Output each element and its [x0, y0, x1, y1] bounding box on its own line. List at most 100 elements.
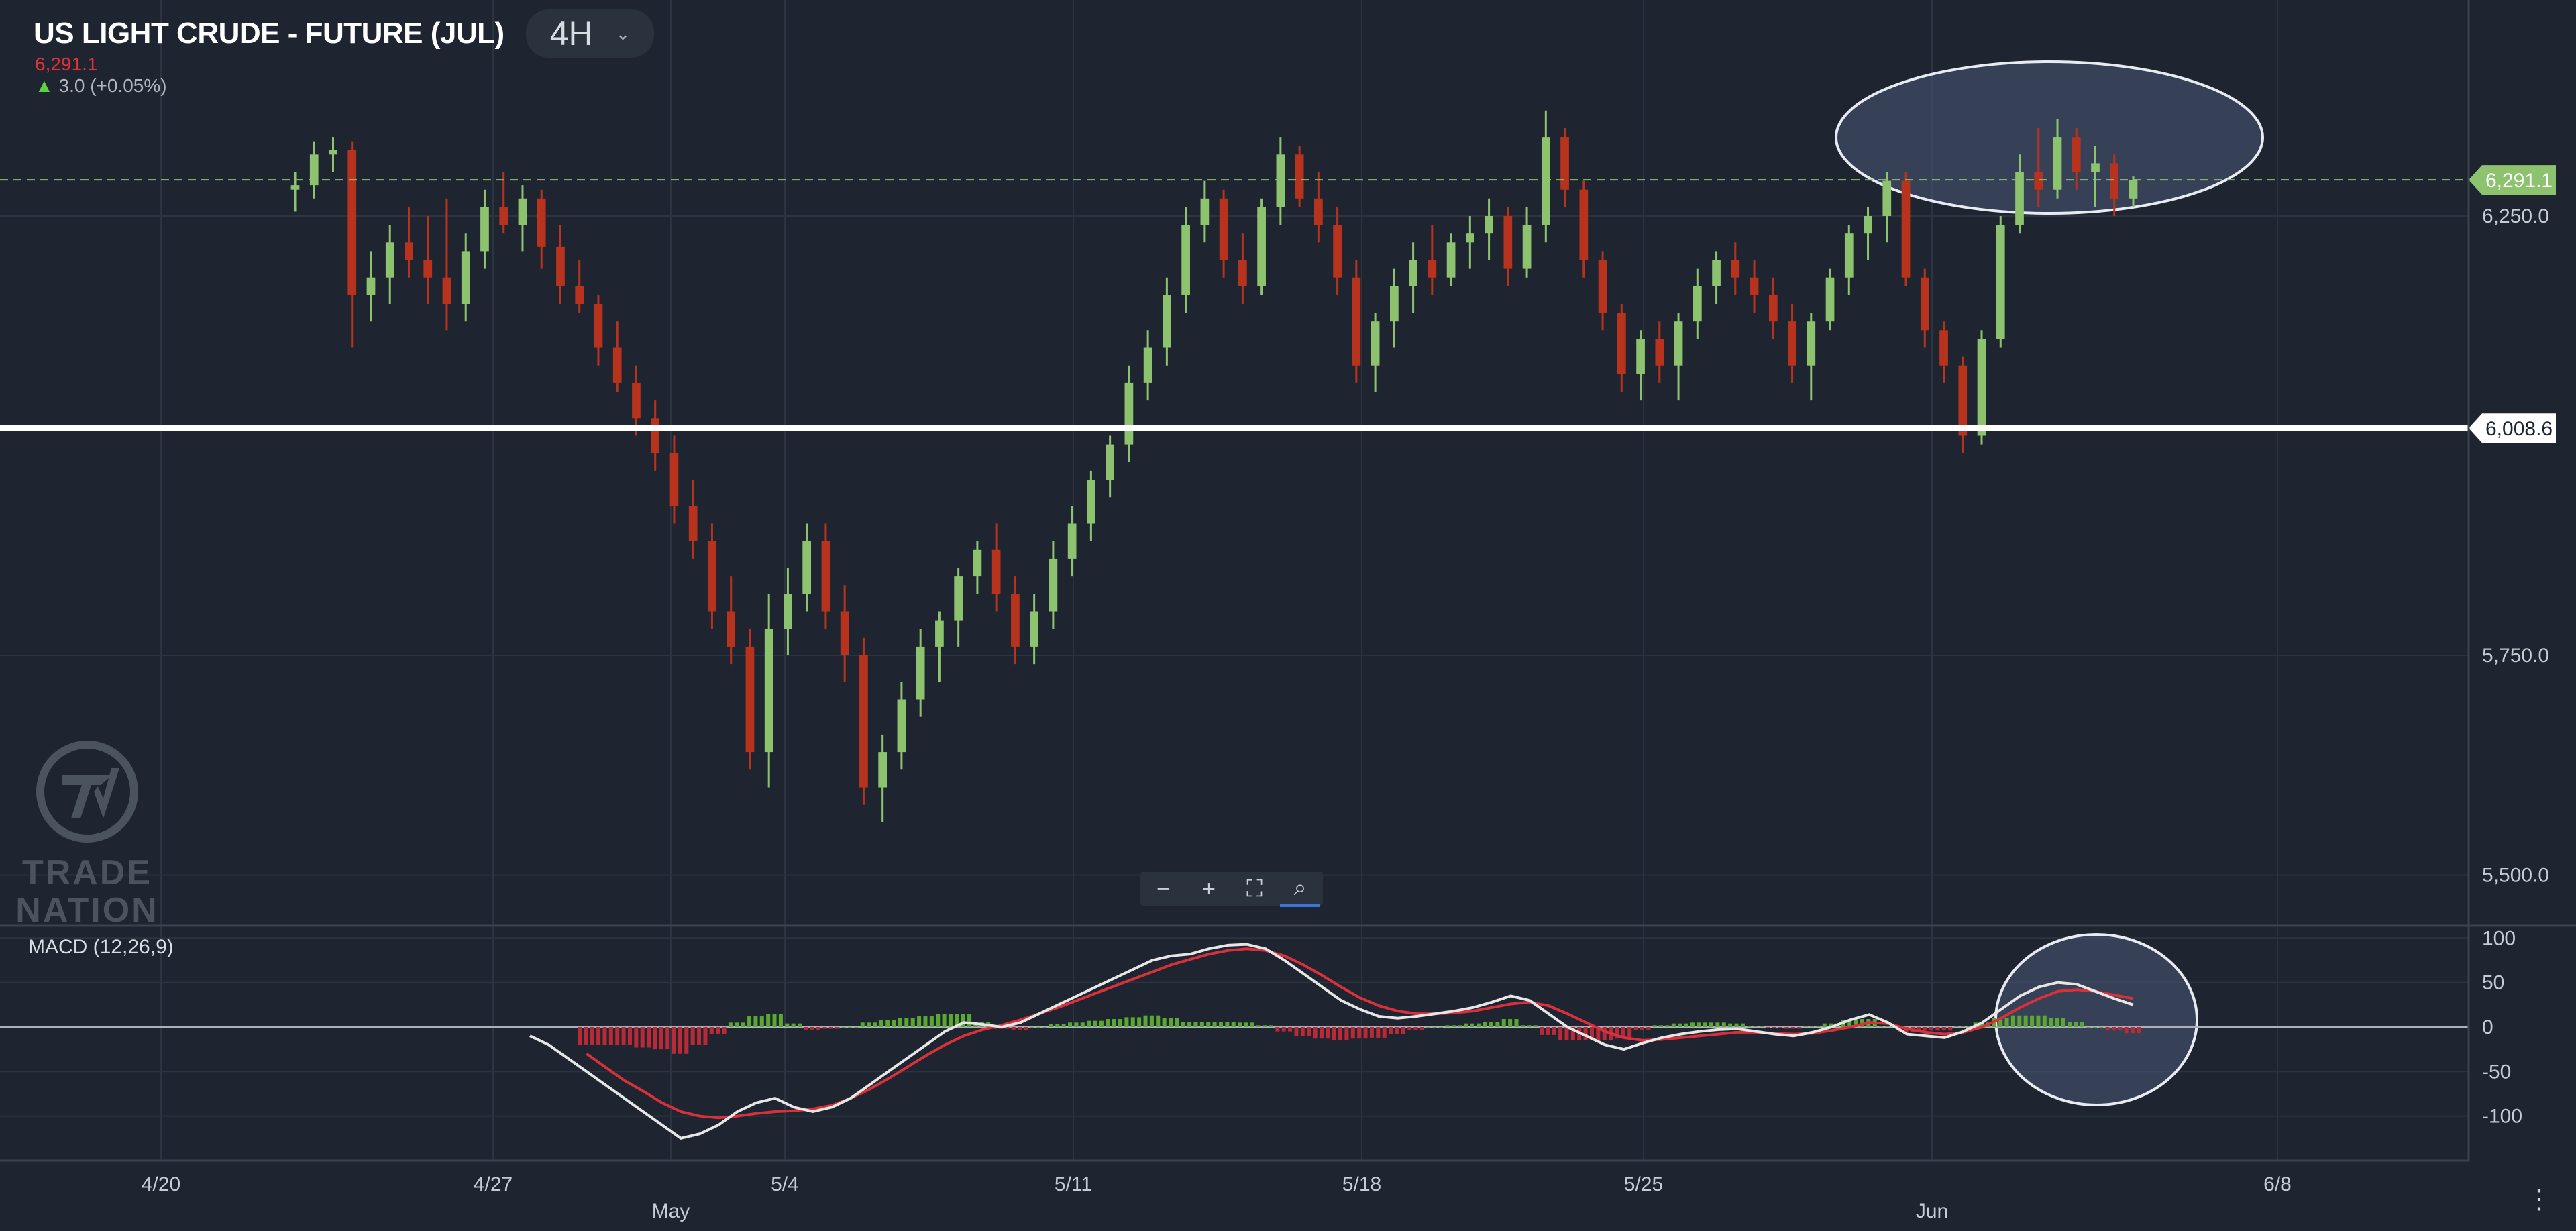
macd-histogram-bar: [1181, 1022, 1185, 1027]
highlight-ellipses: [1835, 60, 2264, 1106]
macd-histogram-bar: [798, 1023, 802, 1027]
y-tick-label: 5,500.0: [2482, 865, 2549, 887]
macd-histogram-bar: [1143, 1015, 1148, 1027]
macd-histogram-bar: [2010, 1015, 2015, 1027]
candle-body: [1181, 225, 1190, 295]
macd-histogram-bar: [1005, 1026, 1010, 1029]
macd-histogram-bar: [690, 1026, 695, 1045]
candle-body: [1333, 225, 1342, 278]
macd-histogram-bar: [1659, 1025, 1664, 1027]
macd-histogram-bar: [1533, 1025, 1538, 1027]
x-tick-label: 5/25: [1624, 1173, 1663, 1195]
macd-histogram-bar: [1212, 1022, 1217, 1027]
magnify-icon[interactable]: ⌕: [1280, 871, 1320, 907]
candle-body: [935, 620, 944, 647]
macd-histogram-bar: [1458, 1025, 1462, 1027]
macd-histogram-bar: [1413, 1026, 1418, 1030]
candle-body: [1219, 198, 1228, 260]
macd-histogram-bar: [1954, 1026, 1959, 1027]
macd-histogram-bar: [621, 1026, 626, 1045]
macd-histogram-bar: [1250, 1022, 1254, 1027]
macd-histogram-bar: [841, 1026, 846, 1028]
macd-histogram-bar: [1948, 1026, 1953, 1031]
macd-histogram-bar: [772, 1014, 777, 1027]
macd-histogram-bar: [1326, 1026, 1330, 1039]
macd-histogram-bar: [1923, 1026, 1927, 1031]
x-tick-label: 5/4: [771, 1173, 799, 1195]
macd-histogram-bar: [898, 1018, 902, 1027]
macd-histogram-bar: [1300, 1026, 1305, 1036]
candle-body: [1465, 233, 1474, 243]
macd-histogram-bar: [1049, 1024, 1053, 1027]
candle-body: [1067, 523, 1077, 559]
candle-body: [1124, 382, 1134, 445]
fit-screen-button[interactable]: ⛶: [1246, 876, 1263, 902]
candle-body: [1674, 321, 1683, 366]
macd-histogram-bar: [1552, 1026, 1556, 1035]
x-tick-label: 4/27: [474, 1173, 513, 1195]
macd-histogram-bar: [1514, 1019, 1519, 1027]
macd-histogram-bar: [1778, 1026, 1783, 1028]
macd-histogram-bar: [1684, 1023, 1688, 1027]
candle-body: [385, 242, 394, 278]
macd-histogram-bar: [816, 1026, 821, 1030]
zoom-in-button[interactable]: +: [1202, 876, 1216, 902]
macd-histogram-bar: [1596, 1026, 1601, 1040]
macd-histogram-bar: [1426, 1026, 1431, 1028]
instrument-title: US LIGHT CRUDE - FUTURE (JUL): [34, 17, 504, 50]
candle-body: [821, 541, 830, 612]
candle-body: [1409, 260, 1417, 286]
macd-histogram-bar: [2068, 1022, 2072, 1027]
macd-histogram-bar: [1697, 1022, 1701, 1027]
candle-body: [518, 198, 527, 225]
macd-histogram-bar: [647, 1026, 651, 1048]
zoom-out-button[interactable]: −: [1157, 876, 1170, 902]
candle-body: [2034, 172, 2043, 190]
macd-histogram-bar: [1382, 1026, 1387, 1038]
macd-histogram-bar: [1854, 1020, 1858, 1027]
trade-nation-logo: [36, 741, 138, 843]
candle-body: [1617, 313, 1626, 374]
macd-histogram-bar: [741, 1022, 745, 1027]
candle-body: [1389, 286, 1399, 322]
candle-body: [1257, 207, 1266, 286]
macd-histogram-bar: [766, 1014, 771, 1027]
watermark-text: TRADE NATION: [15, 853, 159, 930]
timeframe-selector[interactable]: 4H ⌄: [525, 9, 655, 58]
candlestick-series: [290, 110, 2138, 822]
zoom-toolbar: − + ⛶ ⌕: [1140, 871, 1323, 907]
macd-histogram-bar: [1169, 1018, 1173, 1027]
macd-histogram-bar: [1829, 1023, 1833, 1027]
macd-histogram-bar: [1206, 1022, 1211, 1027]
macd-histogram-bar: [2030, 1015, 2035, 1027]
macd-histogram-bar: [1439, 1026, 1444, 1028]
macd-histogram-bar: [1288, 1026, 1293, 1032]
macd-histogram-bar: [1018, 1026, 1022, 1030]
macd-histogram-bar: [778, 1014, 783, 1027]
macd-histogram-bar: [1564, 1026, 1569, 1040]
more-options-icon[interactable]: ⋮: [2526, 1185, 2553, 1214]
macd-histogram-bar: [1344, 1026, 1349, 1040]
candle-body: [1636, 339, 1645, 374]
price-lines: 6,291.1 6,008.6: [0, 165, 2556, 443]
candle-body: [1522, 225, 1532, 269]
macd-histogram-bar: [848, 1026, 852, 1028]
macd-histogram-bar: [2137, 1026, 2141, 1034]
macd-histogram-bar: [1967, 1026, 1972, 1027]
macd-histogram-bar: [1747, 1026, 1752, 1027]
candle-body: [575, 286, 584, 304]
macd-histogram-bar: [2086, 1026, 2091, 1028]
macd-histogram-bar: [1822, 1023, 1827, 1027]
macd-histogram-bar: [1112, 1019, 1116, 1027]
macd-histogram-bar: [1803, 1026, 1808, 1027]
macd-histogram-bar: [1389, 1026, 1393, 1034]
macd-line: [529, 943, 2134, 1140]
macd-histogram-bar: [942, 1014, 947, 1027]
candle-body: [1295, 154, 1304, 199]
macd-histogram-bar: [1137, 1017, 1142, 1027]
macd-histogram-bar: [1162, 1018, 1167, 1027]
x-tick-label: 6/8: [2263, 1173, 2292, 1195]
macd-histogram-bar: [716, 1026, 720, 1034]
